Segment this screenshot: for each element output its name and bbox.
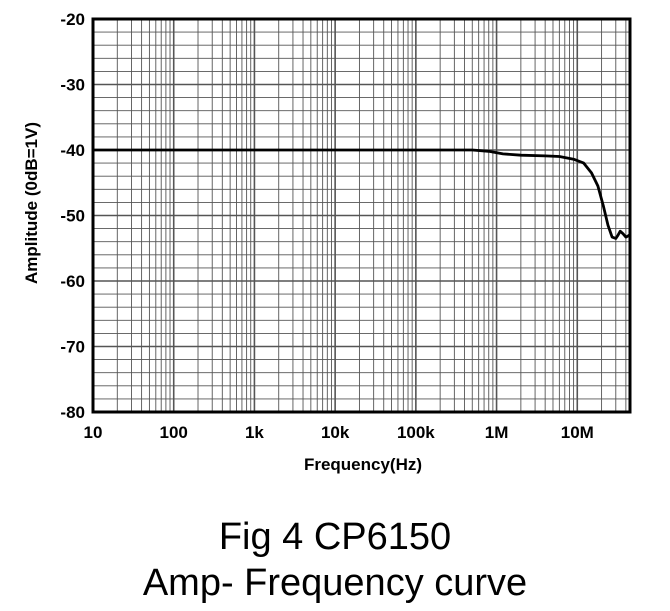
x-tick-labels: 10 100 1k 10k 100k 1M 10M (84, 423, 594, 442)
x-tick-label: 1M (485, 423, 509, 442)
y-axis-label: Amplitude (0dB=1V) (22, 122, 41, 284)
major-gridlines (93, 19, 630, 412)
y-tick-label: -50 (60, 207, 85, 226)
y-tick-label: -60 (60, 272, 85, 291)
x-tick-label: 1k (245, 423, 264, 442)
figure-caption-title: Fig 4 CP6150 (218, 516, 452, 558)
x-tick-label: 100 (160, 423, 188, 442)
amplitude-curve (93, 148, 631, 240)
y-tick-label: -40 (60, 141, 85, 160)
figure-caption-subtitle: Amp- Frequency curve (142, 562, 528, 604)
x-tick-label: 10 (84, 423, 103, 442)
y-tick-label: -30 (60, 76, 85, 95)
series-layer (93, 148, 631, 240)
x-tick-label: 10k (321, 423, 350, 442)
y-tick-label: -80 (60, 403, 85, 422)
y-tick-label: -70 (60, 338, 85, 357)
chart: -20-30-40-50-60-70-80 10 100 1k 10k 100k 1M 10… (22, 10, 632, 474)
y-tick-label: -20 (60, 10, 85, 29)
x-tick-label: 100k (397, 423, 435, 442)
plot-frame (91, 17, 632, 414)
x-axis-label: Frequency(Hz) (304, 455, 422, 474)
y-tick-labels: -20 -30 -40 -50 -60 -70 -80 (60, 10, 85, 422)
x-tick-label: 10M (561, 423, 594, 442)
